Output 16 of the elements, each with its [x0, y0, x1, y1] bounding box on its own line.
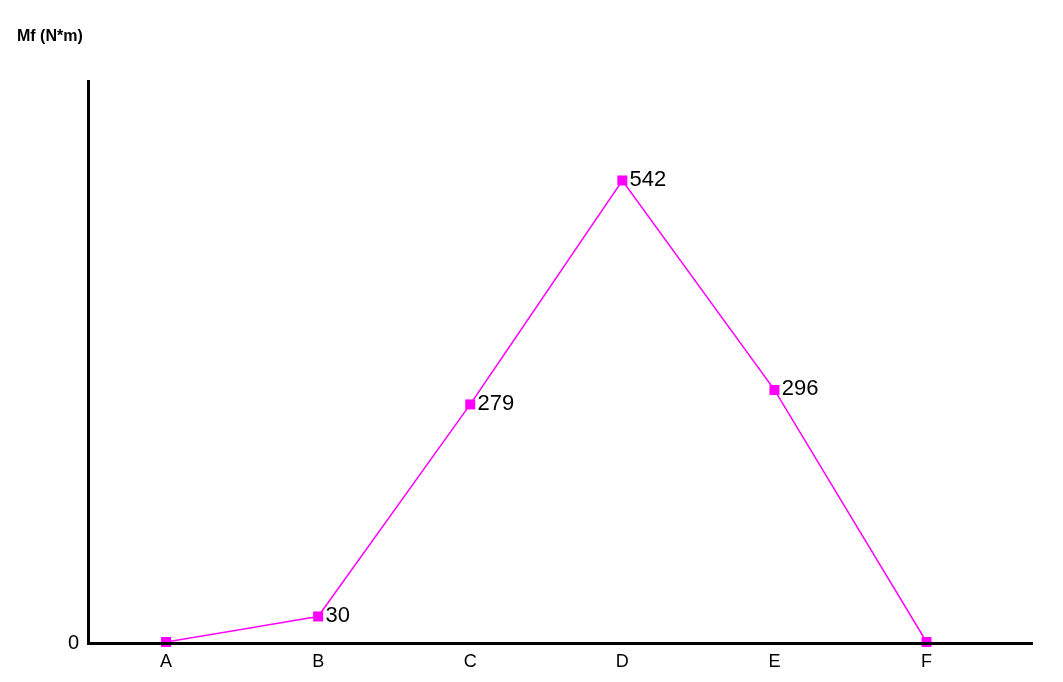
x-tick-label: D: [615, 650, 629, 671]
point: [313, 611, 324, 622]
x-tick-label: B: [312, 650, 325, 671]
data-label: 296: [781, 375, 819, 401]
point: [769, 384, 780, 395]
data-label: 542: [629, 165, 667, 191]
text: 0: [68, 631, 80, 653]
point: [617, 175, 628, 186]
y-axis-title: Mf (N*m): [17, 27, 83, 44]
x-tick-label: E: [768, 650, 781, 671]
data-label: 279: [477, 389, 515, 415]
point: [465, 399, 476, 410]
data-label: 30: [325, 601, 350, 627]
x-tick-label: F: [921, 650, 933, 671]
x-tick-label: C: [463, 650, 477, 671]
x-tick-label: A: [160, 650, 173, 671]
